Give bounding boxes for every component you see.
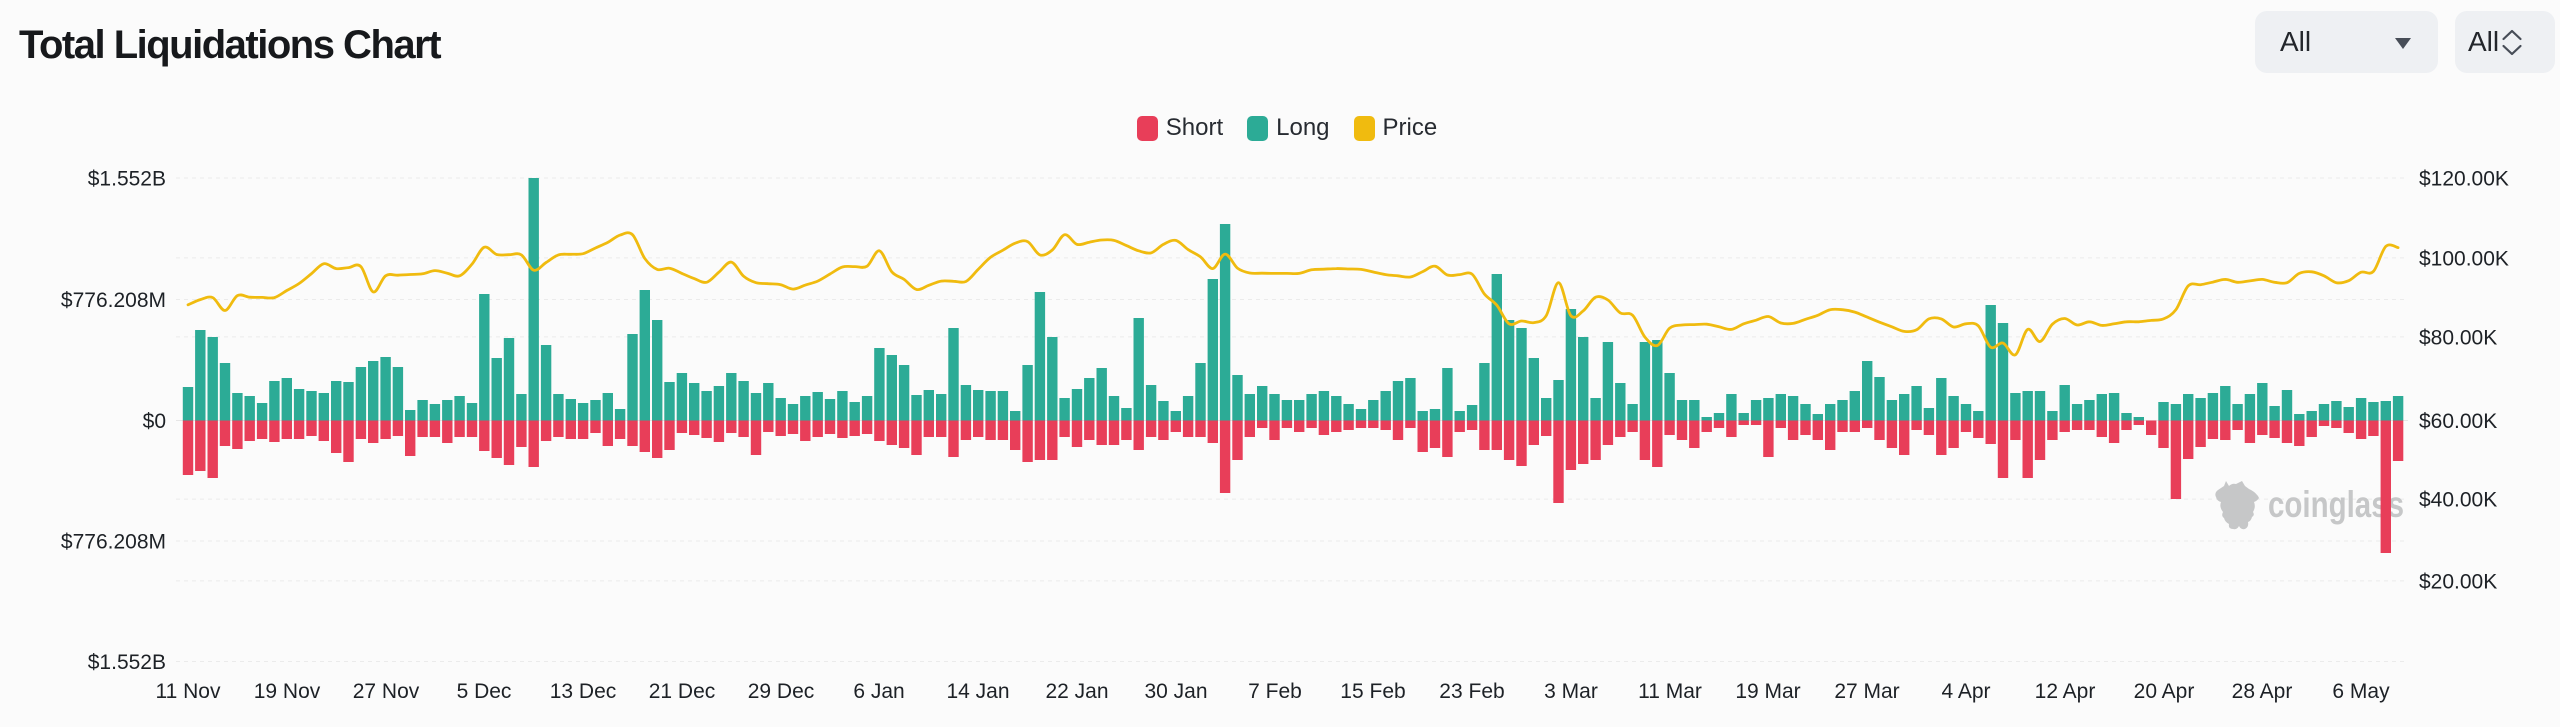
svg-text:19 Nov: 19 Nov <box>254 680 321 703</box>
svg-text:$776.208M: $776.208M <box>61 289 166 312</box>
svg-text:12 Apr: 12 Apr <box>2035 680 2096 703</box>
svg-text:$0: $0 <box>143 410 166 433</box>
svg-text:$1.552B: $1.552B <box>88 651 166 674</box>
svg-text:$60.00K: $60.00K <box>2419 410 2497 433</box>
svg-text:7 Feb: 7 Feb <box>1248 680 1302 703</box>
svg-text:$120.00K: $120.00K <box>2419 168 2509 191</box>
svg-text:14 Jan: 14 Jan <box>946 680 1009 703</box>
svg-text:$20.00K: $20.00K <box>2419 570 2497 593</box>
svg-text:20 Apr: 20 Apr <box>2134 680 2195 703</box>
svg-text:11 Nov: 11 Nov <box>156 680 221 703</box>
svg-text:30 Jan: 30 Jan <box>1144 680 1207 703</box>
svg-text:11 Mar: 11 Mar <box>1638 680 1702 703</box>
svg-text:29 Dec: 29 Dec <box>748 680 815 703</box>
svg-text:4 Apr: 4 Apr <box>1941 680 1990 703</box>
svg-text:6 May: 6 May <box>2332 680 2390 703</box>
svg-text:27 Mar: 27 Mar <box>1834 680 1899 703</box>
svg-text:$1.552B: $1.552B <box>88 168 166 191</box>
svg-text:21 Dec: 21 Dec <box>649 680 716 703</box>
svg-text:5 Dec: 5 Dec <box>457 680 512 703</box>
svg-text:19 Mar: 19 Mar <box>1735 680 1800 703</box>
svg-text:15 Feb: 15 Feb <box>1340 680 1405 703</box>
svg-text:23 Feb: 23 Feb <box>1439 680 1504 703</box>
svg-text:22 Jan: 22 Jan <box>1045 680 1108 703</box>
svg-text:$100.00K: $100.00K <box>2419 247 2509 270</box>
svg-text:13 Dec: 13 Dec <box>550 680 617 703</box>
svg-text:3 Mar: 3 Mar <box>1544 680 1598 703</box>
svg-text:27 Nov: 27 Nov <box>353 680 420 703</box>
svg-text:$80.00K: $80.00K <box>2419 326 2497 349</box>
svg-text:6 Jan: 6 Jan <box>853 680 904 703</box>
svg-text:28 Apr: 28 Apr <box>2232 680 2293 703</box>
svg-text:$40.00K: $40.00K <box>2419 489 2497 512</box>
svg-text:$776.208M: $776.208M <box>61 531 166 554</box>
